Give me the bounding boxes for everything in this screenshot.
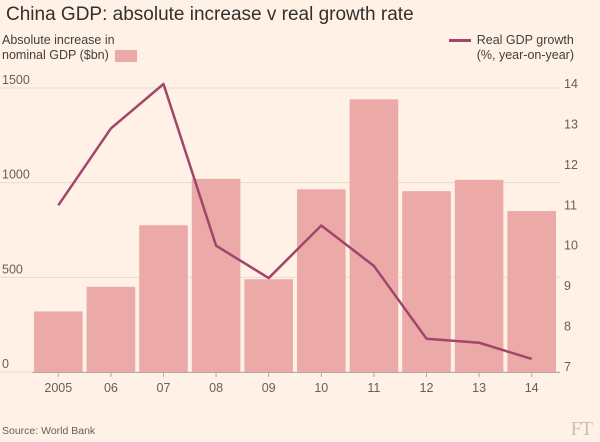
bar — [349, 99, 399, 373]
y-right-tick-label: 11 — [564, 198, 577, 212]
line-legend-label-line1: Real GDP growth — [476, 33, 574, 47]
y-left-tick-label: 1500 — [2, 73, 30, 87]
bar — [402, 191, 451, 372]
growth-line — [57, 82, 533, 361]
y-left-tick-label: 500 — [2, 262, 23, 276]
y-right-tick-label: 10 — [564, 239, 578, 253]
x-tick-label: 11 — [367, 381, 380, 395]
bar-legend: Absolute increase in nominal GDP ($bn) — [2, 33, 137, 63]
bar-legend-swatch — [114, 49, 137, 62]
y-right-tick-label: 13 — [564, 117, 578, 131]
x-tick-label: 07 — [157, 381, 171, 395]
y-left-tick-label: 0 — [2, 357, 9, 371]
bar — [139, 225, 188, 372]
y-right-tick-label: 14 — [564, 77, 578, 91]
x-tick-label: 2005 — [44, 381, 72, 395]
x-tick-label: 12 — [420, 381, 434, 395]
bar — [297, 189, 346, 372]
y-right-tick-label: 7 — [564, 360, 571, 374]
x-tick-label: 09 — [262, 381, 276, 395]
bar — [244, 279, 293, 372]
y-right-tick-label: 12 — [564, 158, 578, 172]
y-right-tick-label: 9 — [564, 279, 571, 293]
line-legend-swatch — [448, 39, 471, 42]
bar — [191, 178, 241, 372]
bar — [34, 311, 83, 372]
y-right-tick-label: 8 — [564, 320, 571, 334]
line-legend-label-line2: (%, year-on-year) — [476, 48, 574, 62]
bar — [454, 179, 504, 372]
bar-legend-label-line2: nominal GDP ($bn) — [2, 48, 109, 62]
x-tick-label: 08 — [209, 381, 223, 395]
x-tick-label: 06 — [104, 381, 118, 395]
x-tick-label: 14 — [525, 381, 539, 395]
line-legend: Real GDP growth (%, year-on-year) — [448, 33, 574, 63]
bar-legend-label-line1: Absolute increase in — [2, 33, 115, 47]
source-note: Source: World Bank — [2, 425, 96, 437]
bar — [86, 286, 136, 372]
x-tick-label: 10 — [314, 381, 328, 395]
ft-logo: FT — [570, 418, 593, 440]
bar — [507, 211, 556, 372]
y-left-tick-label: 1000 — [2, 168, 30, 182]
x-tick-label: 13 — [472, 381, 486, 395]
chart-title: China GDP: absolute increase v real grow… — [6, 4, 414, 25]
